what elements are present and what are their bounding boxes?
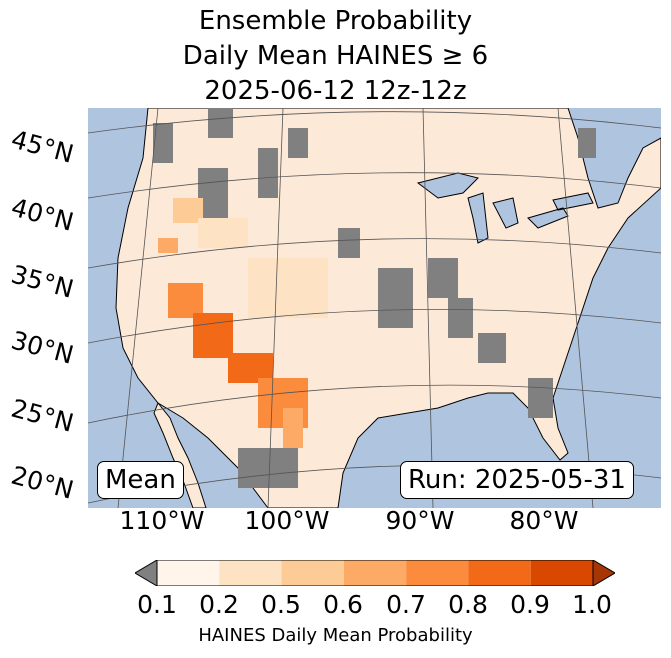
colorbar-segment-3 [343,560,407,586]
lon-label-110w: 110°W [119,506,205,535]
stat-label-box: Mean [97,461,184,499]
colorbar-segment-0 [157,560,220,586]
lon-label-90w: 90°W [385,506,455,535]
colorbar-tick-7: 1.0 [572,590,612,619]
colorbar-tick-1: 0.2 [199,590,239,619]
colorbar-tick-0: 0.1 [137,590,177,619]
great-lakes [416,172,594,244]
lat-label-25n: 25°N [8,393,77,438]
lon-label-100w: 100°W [244,506,330,535]
colorbar-frame [156,560,594,586]
probability-map [88,108,661,508]
colorbar-label: HAINES Daily Mean Probability [198,625,473,646]
lat-label-30n: 30°N [8,325,77,370]
lon-label-80w: 80°W [509,506,579,535]
colorbar-segment-6 [530,560,593,586]
colorbar-segment-1 [219,560,282,586]
colorbar-tick-4: 0.7 [386,590,426,619]
colorbar-under-arrow [135,560,158,586]
lat-label-40n: 40°N [8,192,77,237]
lat-label-20n: 20°N [8,460,77,505]
colorbar-tick-3: 0.6 [323,590,363,619]
title-line-1: Ensemble Probability [198,6,473,36]
colorbar-tick-2: 0.5 [261,590,301,619]
title-line-2: Daily Mean HAINES ≥ 6 [182,41,489,71]
title-line-3: 2025-06-12 12z-12z [204,76,467,106]
lat-label-45n: 45°N [8,124,77,169]
colorbar-tick-6: 0.9 [510,590,550,619]
colorbar-segment-5 [468,560,531,586]
colorbar-segment-2 [281,560,344,586]
colorbar-tick-5: 0.8 [448,590,488,619]
probability-hotspots [158,198,328,448]
missing-data-patches [153,108,596,488]
colorbar-segment-4 [406,560,469,586]
colorbar-over-arrow [592,560,615,586]
colorbar [135,560,615,586]
run-label-box: Run: 2025-05-31 [400,461,634,499]
baja-peninsula [153,402,207,508]
lat-label-35n: 35°N [8,259,77,304]
